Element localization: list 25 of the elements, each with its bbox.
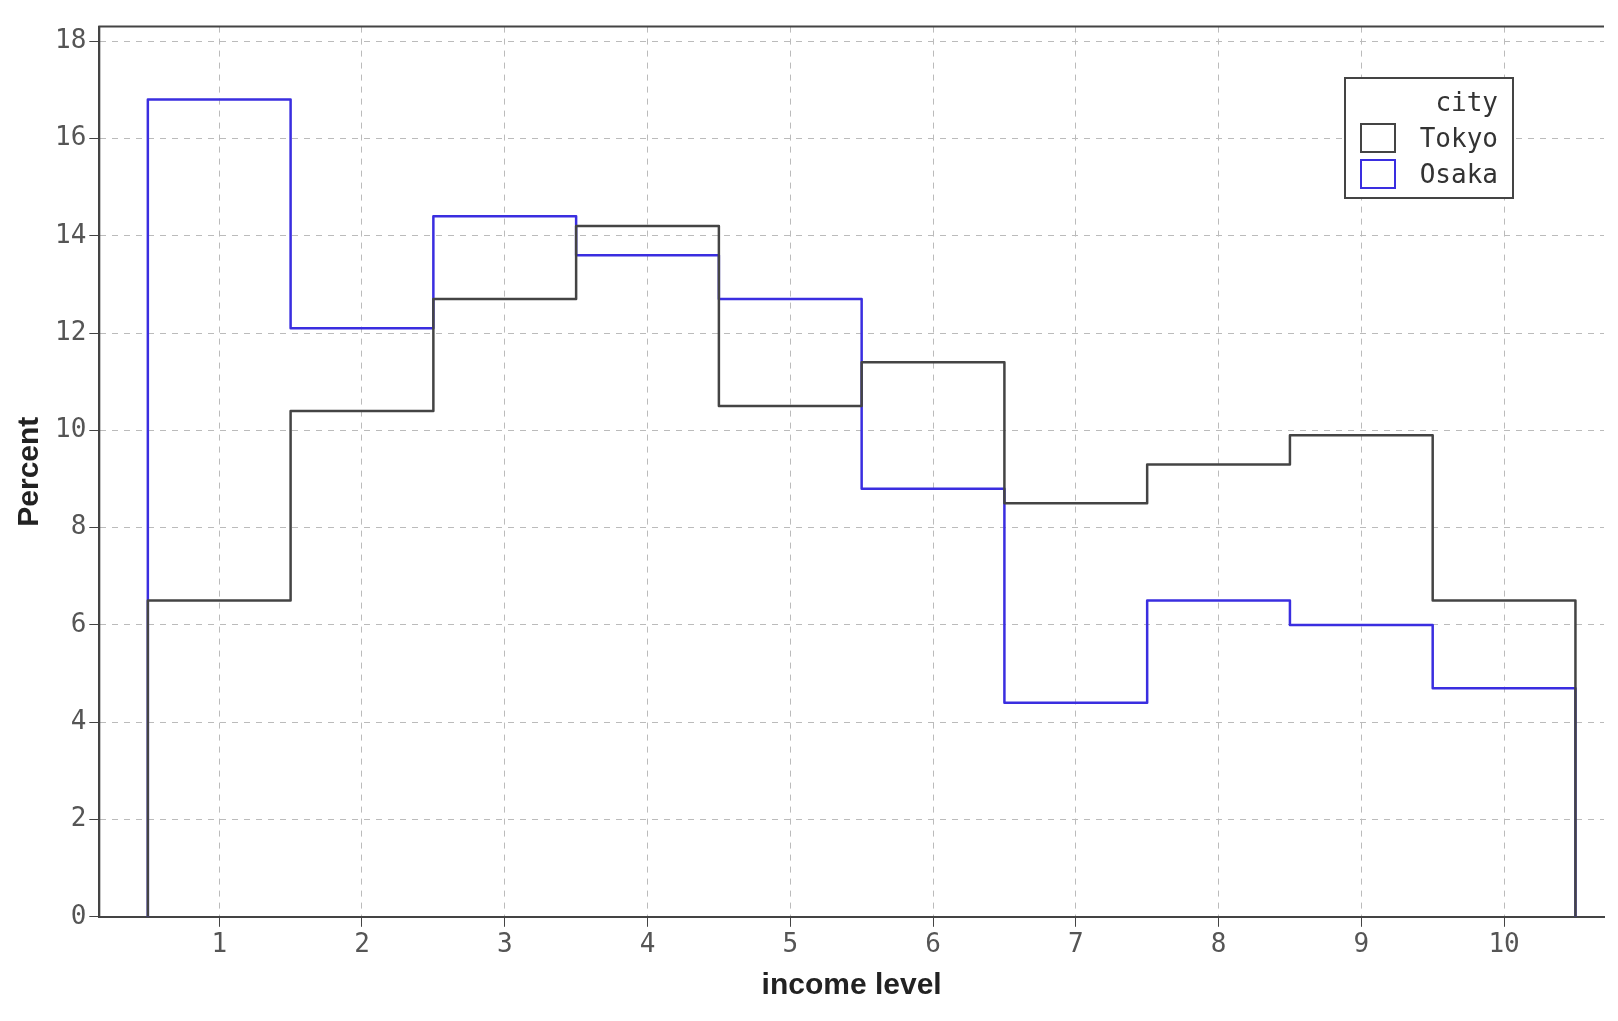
legend-label: Osaka [1419, 158, 1498, 189]
legend-label: Tokyo [1419, 122, 1498, 153]
y-tick-label: 4 [70, 704, 87, 735]
x-tick-label: 10 [1488, 928, 1520, 959]
x-tick-label: 6 [925, 928, 941, 959]
y-tick-label: 18 [54, 23, 87, 54]
y-tick-label: 10 [54, 413, 87, 444]
y-tick-label: 16 [54, 121, 87, 152]
x-tick-label: 7 [1067, 928, 1084, 959]
x-tick-label: 3 [496, 928, 513, 959]
y-tick-label: 6 [70, 607, 87, 638]
x-tick-label: 9 [1353, 928, 1370, 959]
x-tick-label: 5 [782, 928, 799, 959]
x-tick-label: 4 [639, 928, 656, 959]
x-axis-title: income level [761, 967, 942, 1001]
y-tick-label: 12 [54, 315, 87, 346]
y-tick-label: 0 [70, 899, 87, 930]
x-tick-label: 8 [1210, 928, 1227, 959]
y-tick-label: 2 [70, 802, 87, 833]
x-tick-label: 2 [354, 928, 370, 959]
legend-title: city [1434, 86, 1498, 117]
y-tick-label: 8 [70, 510, 87, 541]
y-tick-label: 14 [54, 218, 87, 249]
x-tick-label: 1 [211, 928, 228, 959]
y-axis-title: Percent [11, 416, 45, 527]
